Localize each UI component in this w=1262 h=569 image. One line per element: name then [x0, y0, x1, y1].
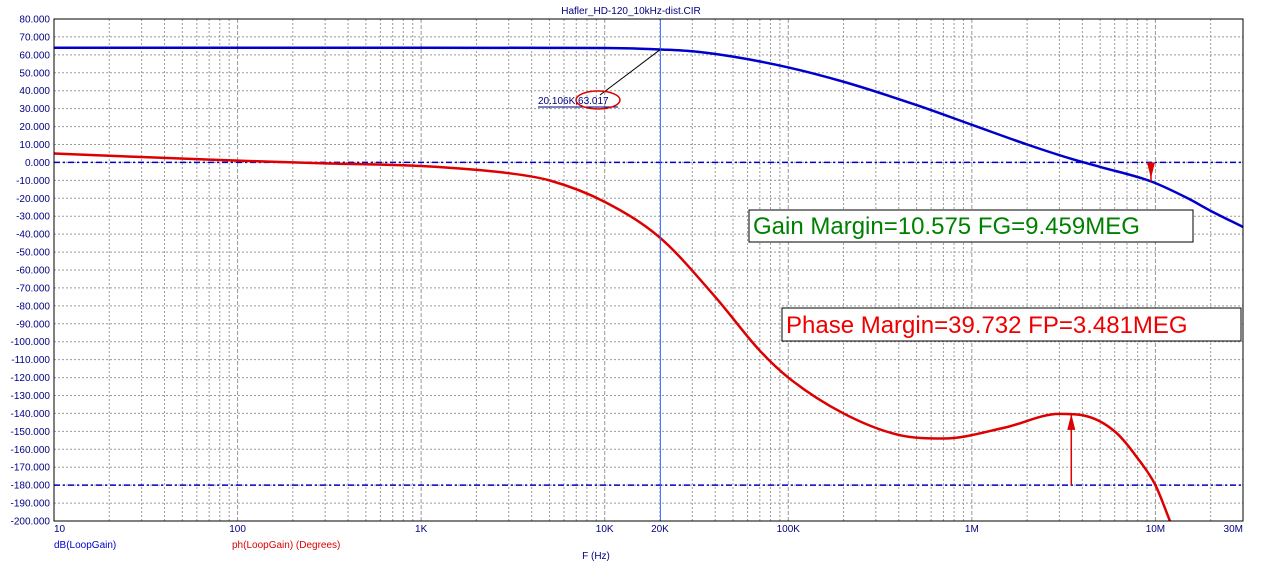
x-tick-label: 20K	[651, 524, 669, 535]
phase-margin-frame	[781, 307, 1242, 342]
gain-margin-label: Gain Margin=10.575 FG=9.459MEG	[753, 213, 1140, 240]
y-tick-label: -90.000	[16, 319, 50, 330]
y-tick-label: -30.000	[16, 212, 50, 223]
x-tick-label: 10K	[596, 524, 614, 535]
phase-margin-box: Phase Margin=39.732 FP=3.481MEG	[781, 307, 1242, 342]
cursor-readout: 20.106K,63.017	[538, 96, 609, 107]
cursor-highlight-ellipse	[575, 90, 621, 110]
y-tick-label: 50.000	[19, 68, 50, 79]
y-tick-label: -190.000	[11, 499, 51, 510]
x-tick-label: 100K	[777, 524, 801, 535]
y-tick-label: -10.000	[16, 176, 50, 187]
x-axis-ticks: 10 100 1K 10K 20K 100K 1M 10M 30M	[54, 524, 1243, 535]
y-tick-label: -40.000	[16, 230, 50, 241]
y-tick-label: -110.000	[11, 355, 50, 366]
plot-frame	[53, 18, 1244, 522]
reference-lines	[54, 161, 1243, 486]
y-tick-label: 80.000	[19, 15, 50, 26]
y-tick-label: -20.000	[16, 194, 50, 205]
x-tick-label: 1K	[415, 524, 428, 535]
y-tick-label: -50.000	[16, 248, 50, 259]
x-tick-label: 30M	[1224, 524, 1243, 535]
y-tick-label: -170.000	[11, 463, 51, 474]
series-group	[54, 46, 1243, 521]
x-tick-label: 10	[54, 524, 66, 535]
y-tick-label: -150.000	[11, 427, 51, 438]
phase-margin-label: Phase Margin=39.732 FP=3.481MEG	[786, 312, 1188, 339]
y-tick-label: -80.000	[16, 301, 50, 312]
y-tick-label: -200.000	[11, 517, 51, 528]
x-tick-label: 1M	[965, 524, 979, 535]
x-tick-label: 10M	[1146, 524, 1165, 535]
x-tick-label: 100	[229, 524, 246, 535]
legend-entry-phase: ph(LoopGain) (Degrees)	[232, 540, 340, 551]
x-axis-label: F (Hz)	[582, 551, 610, 562]
y-tick-label: -70.000	[16, 283, 50, 294]
y-tick-label: -160.000	[11, 445, 51, 456]
margin-markers	[1067, 162, 1155, 486]
gain-margin-arrowhead	[1146, 162, 1155, 179]
y-tick-label: -130.000	[11, 391, 51, 402]
y-tick-label: -180.000	[11, 481, 51, 492]
chart-title: Hafler_HD-120_10kHz-dist.CIR	[561, 6, 701, 17]
y-tick-label: -140.000	[11, 409, 51, 420]
y-tick-label: 10.000	[19, 140, 50, 151]
legend-entry-gain: dB(LoopGain)	[54, 540, 116, 551]
y-tick-label: 0.000	[25, 158, 50, 169]
y-axis-ticks: 80.000 70.000 60.000 50.000 40.000 30.000 20.0…	[11, 15, 51, 528]
y-tick-label: 30.000	[19, 104, 50, 115]
y-tick-label: 60.000	[19, 50, 50, 61]
series-phase-line	[54, 152, 1172, 521]
cursor-group: 20.106K,63.017	[538, 19, 661, 521]
cursor-leader	[599, 49, 661, 96]
gain-margin-frame	[748, 209, 1194, 243]
gain-margin-box: Gain Margin=10.575 FG=9.459MEG	[748, 209, 1194, 243]
y-tick-label: -100.000	[11, 337, 51, 348]
phase-margin-arrowhead	[1067, 413, 1076, 430]
series-gain-line	[54, 46, 1243, 229]
y-tick-label: -60.000	[16, 266, 50, 277]
y-tick-label: -120.000	[11, 373, 51, 384]
y-tick-label: 40.000	[19, 86, 50, 97]
y-tick-label: 20.000	[19, 122, 50, 133]
y-tick-label: 70.000	[19, 32, 50, 43]
